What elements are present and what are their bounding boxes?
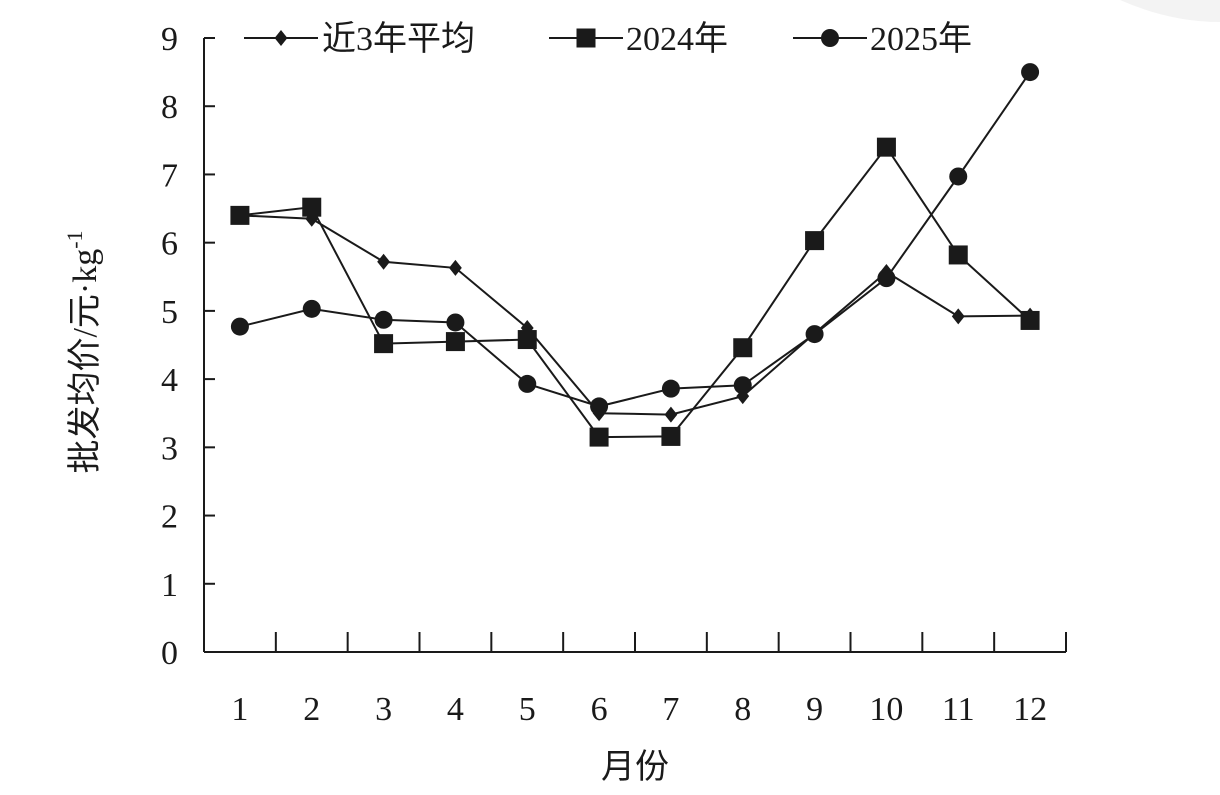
data-point bbox=[664, 406, 678, 423]
data-point bbox=[517, 330, 537, 350]
legend-marker bbox=[274, 30, 288, 46]
data-point bbox=[230, 317, 249, 336]
y-axis-title-main: 批发均价/元·kg bbox=[66, 249, 104, 474]
data-point bbox=[445, 332, 465, 352]
y-axis-title-superscript: -1 bbox=[62, 230, 87, 248]
legend-item: 2025年 bbox=[793, 20, 972, 58]
data-point bbox=[374, 310, 393, 329]
legend-item: 2024年 bbox=[549, 20, 728, 58]
x-tick-label: 10 bbox=[869, 691, 903, 728]
data-point bbox=[661, 379, 680, 398]
data-point bbox=[948, 245, 968, 265]
y-axis-title: 批发均价/元·kg-1 bbox=[62, 230, 104, 473]
data-point bbox=[302, 299, 321, 318]
data-point bbox=[518, 374, 537, 393]
x-tick-label: 7 bbox=[662, 691, 679, 728]
data-point bbox=[446, 313, 465, 332]
series-line bbox=[239, 71, 1031, 408]
series-line bbox=[239, 145, 1031, 439]
data-point bbox=[951, 308, 965, 325]
data-point bbox=[877, 269, 896, 288]
x-tick-label: 2 bbox=[303, 691, 320, 728]
series-2 bbox=[230, 137, 1040, 447]
x-tick-label: 8 bbox=[734, 691, 751, 728]
legend-label: 近3年平均 bbox=[322, 20, 475, 58]
data-point bbox=[449, 259, 462, 276]
y-tick-label: 5 bbox=[161, 294, 178, 331]
y-tick-label: 0 bbox=[161, 635, 178, 672]
y-tick-label: 7 bbox=[161, 157, 178, 194]
legend-label: 2025年 bbox=[870, 20, 972, 58]
x-tick-label: 12 bbox=[1013, 691, 1047, 728]
y-tick-label: 9 bbox=[161, 21, 178, 58]
x-tick-label: 3 bbox=[375, 691, 392, 728]
x-tick-label: 5 bbox=[519, 691, 536, 728]
y-tick-label: 1 bbox=[161, 567, 178, 604]
x-tick-label: 4 bbox=[447, 691, 464, 728]
series bbox=[230, 63, 1040, 447]
data-point bbox=[1021, 63, 1040, 82]
legend-marker bbox=[576, 28, 596, 48]
legend-item: 近3年平均 bbox=[244, 20, 475, 58]
legend-marker bbox=[821, 29, 839, 47]
x-ticks: 1 2 3 4 5 6 7 8 9 10 11 12 bbox=[231, 632, 1067, 728]
x-tick-label: 9 bbox=[806, 691, 823, 728]
data-point bbox=[590, 397, 609, 416]
y-tick-label: 6 bbox=[161, 226, 178, 263]
y-tick-label: 2 bbox=[161, 499, 178, 536]
data-point bbox=[876, 137, 896, 157]
data-point bbox=[374, 334, 394, 354]
legend: 近3年平均 2024年 2025年 bbox=[244, 20, 972, 58]
data-point bbox=[733, 376, 752, 395]
data-point bbox=[230, 205, 250, 225]
x-tick-label: 1 bbox=[231, 691, 248, 728]
data-point bbox=[949, 167, 968, 186]
series-3 bbox=[230, 63, 1040, 416]
data-point bbox=[805, 325, 824, 344]
data-point bbox=[302, 197, 322, 217]
y-tick-label: 3 bbox=[161, 430, 178, 467]
y-tick-label: 4 bbox=[161, 362, 178, 399]
series-line bbox=[239, 214, 1031, 416]
corner-shade bbox=[1120, 0, 1220, 22]
data-point bbox=[733, 338, 753, 358]
y-ticks: 0 1 2 3 4 5 6 7 8 9 bbox=[161, 21, 215, 672]
x-tick-label: 11 bbox=[942, 691, 975, 728]
legend-label: 2024年 bbox=[626, 20, 728, 58]
x-tick-label: 6 bbox=[591, 691, 608, 728]
data-point bbox=[377, 253, 390, 270]
axes bbox=[203, 38, 1066, 653]
y-tick-label: 8 bbox=[161, 89, 178, 126]
data-point bbox=[1020, 310, 1040, 330]
data-point bbox=[589, 427, 609, 447]
data-point bbox=[805, 231, 825, 251]
data-point bbox=[305, 210, 319, 227]
data-point bbox=[661, 426, 681, 446]
x-axis-title: 月份 bbox=[601, 749, 669, 786]
